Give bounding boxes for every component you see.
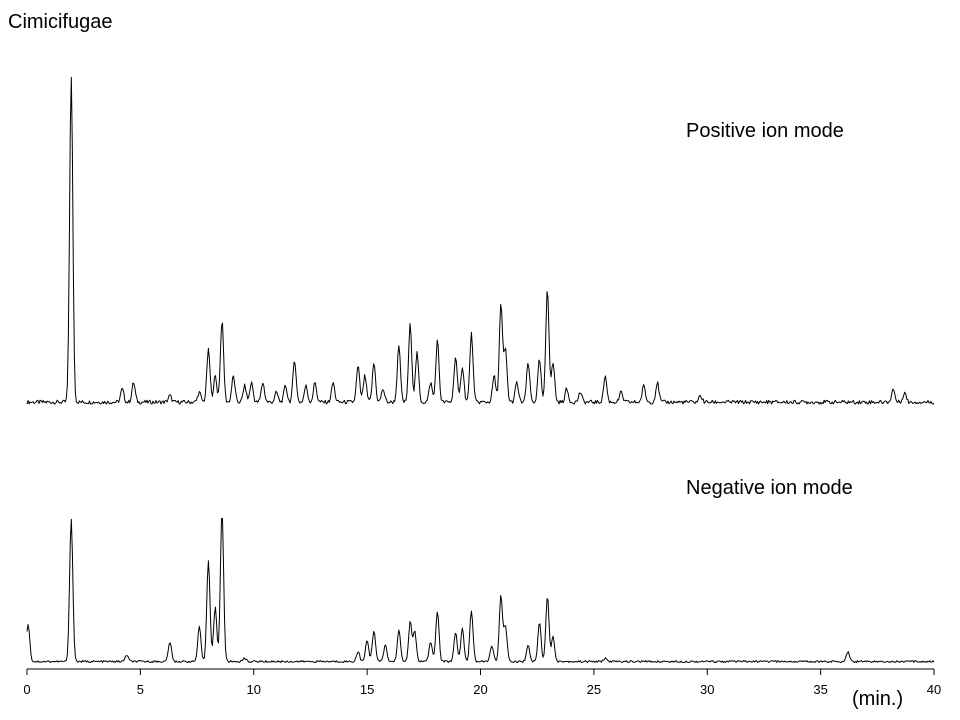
x-tick-label: 40 bbox=[927, 682, 941, 697]
x-tick-label: 10 bbox=[247, 682, 261, 697]
chart-title: Cimicifugae bbox=[8, 11, 112, 33]
positive-ion-mode-label: Positive ion mode bbox=[686, 120, 844, 142]
x-tick-label: 15 bbox=[360, 682, 374, 697]
x-tick-label: 5 bbox=[137, 682, 144, 697]
x-axis-ticks: 0 5 10 15 20 25 30 35 40 bbox=[23, 669, 941, 697]
positive-ion-mode-trace bbox=[26, 76, 935, 405]
x-tick-label: 30 bbox=[700, 682, 714, 697]
x-tick-label: 35 bbox=[813, 682, 827, 697]
x-tick-label: 25 bbox=[587, 682, 601, 697]
x-tick-label: 20 bbox=[473, 682, 487, 697]
x-tick-label: 0 bbox=[23, 682, 30, 697]
negative-ion-mode-label: Negative ion mode bbox=[686, 477, 853, 499]
negative-ion-mode-trace bbox=[26, 517, 935, 664]
x-axis-label: (min.) bbox=[852, 688, 903, 710]
